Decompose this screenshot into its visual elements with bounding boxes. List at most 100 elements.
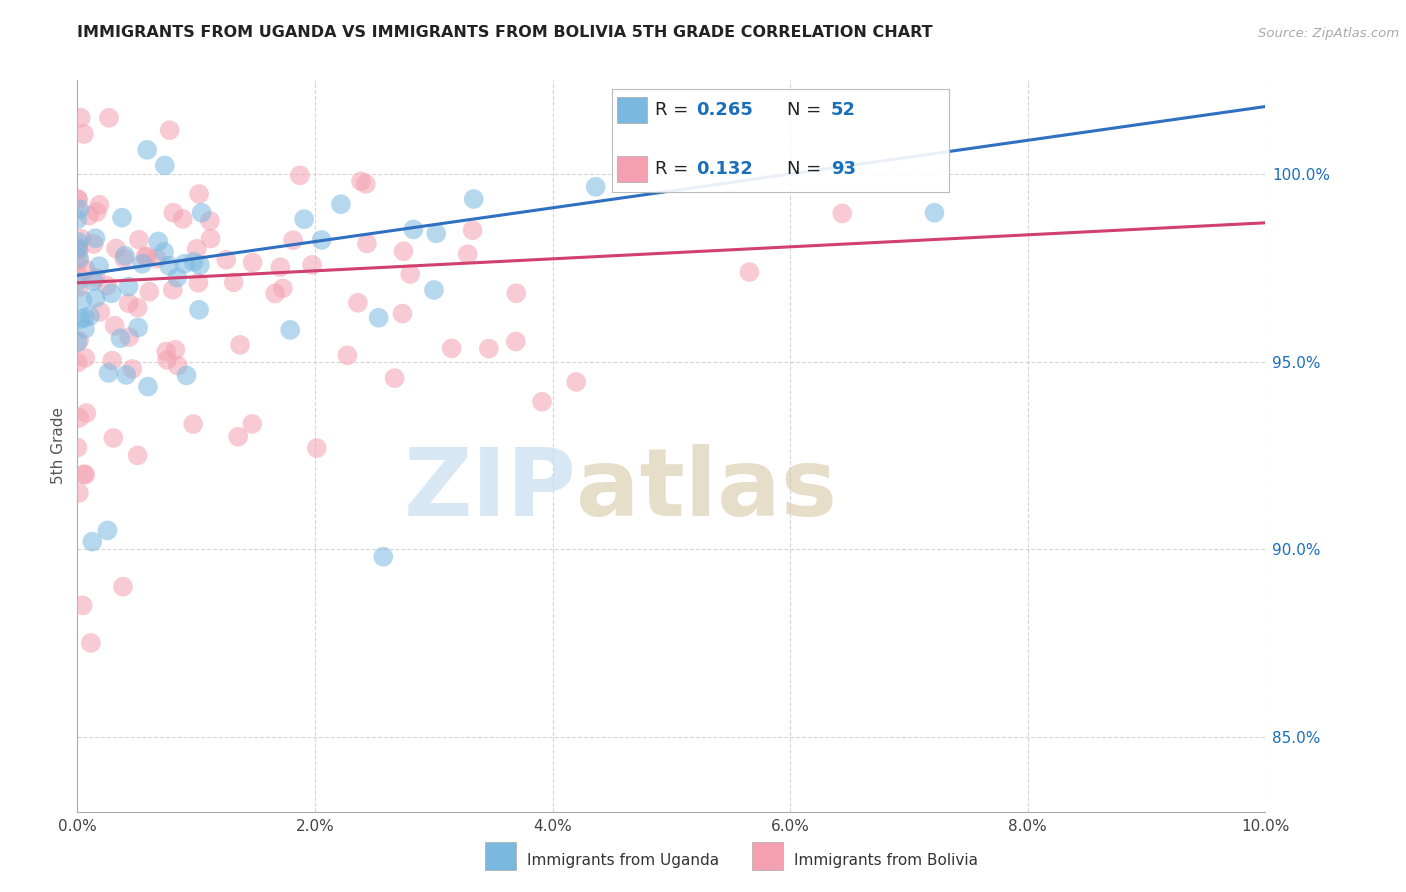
Point: [271, 281, 294, 295]
Point: [283, 233, 305, 247]
Text: N =: N =: [787, 160, 827, 178]
Point: [347, 295, 370, 310]
Text: ZIP: ZIP: [404, 444, 576, 536]
Point: [176, 368, 198, 383]
Point: [165, 343, 187, 357]
Point: [461, 223, 484, 237]
Point: [89, 305, 111, 319]
Point: [89, 259, 111, 273]
Text: Immigrants from Bolivia: Immigrants from Bolivia: [794, 854, 979, 868]
Point: [73, 322, 96, 336]
Point: [391, 307, 413, 321]
Point: [183, 255, 205, 269]
Point: [96, 278, 118, 293]
Point: [531, 394, 554, 409]
Point: [117, 279, 139, 293]
Point: [127, 320, 149, 334]
Bar: [617, 156, 647, 181]
Point: [565, 375, 588, 389]
Point: [172, 211, 194, 226]
Bar: [617, 97, 647, 122]
Point: [84, 271, 107, 285]
Point: [66, 243, 89, 257]
Text: Immigrants from Uganda: Immigrants from Uganda: [527, 854, 720, 868]
Point: [585, 179, 607, 194]
Point: [73, 127, 96, 141]
Point: [127, 449, 149, 463]
Point: [118, 296, 141, 310]
Point: [75, 262, 97, 277]
Point: [399, 267, 422, 281]
Point: [75, 467, 97, 482]
Point: [73, 467, 96, 482]
Text: 0.132: 0.132: [696, 160, 752, 178]
Point: [463, 192, 485, 206]
Point: [356, 236, 378, 251]
Point: [173, 257, 195, 271]
Text: Source: ZipAtlas.com: Source: ZipAtlas.com: [1258, 27, 1399, 40]
Point: [67, 334, 90, 348]
Point: [162, 205, 184, 219]
Text: 52: 52: [831, 101, 856, 119]
Point: [188, 258, 211, 272]
Y-axis label: 5th Grade: 5th Grade: [51, 408, 66, 484]
Point: [457, 247, 479, 261]
Point: [103, 431, 125, 445]
Point: [166, 359, 188, 373]
Point: [200, 231, 222, 245]
Point: [131, 257, 153, 271]
Point: [440, 342, 463, 356]
Point: [738, 265, 761, 279]
Point: [118, 330, 141, 344]
Point: [373, 549, 395, 564]
Point: [66, 275, 89, 289]
Point: [84, 291, 107, 305]
Point: [79, 309, 101, 323]
Point: [82, 534, 104, 549]
Point: [155, 344, 177, 359]
Text: R =: R =: [655, 101, 695, 119]
Point: [240, 417, 263, 431]
Point: [612, 162, 634, 177]
Point: [134, 250, 156, 264]
Point: [80, 636, 103, 650]
Point: [128, 233, 150, 247]
Point: [75, 351, 97, 365]
Point: [72, 293, 94, 308]
Point: [924, 205, 946, 219]
Text: N =: N =: [787, 101, 827, 119]
Point: [67, 253, 90, 268]
Point: [831, 206, 853, 220]
Point: [153, 244, 176, 259]
Point: [83, 236, 105, 251]
Point: [67, 244, 90, 258]
Point: [67, 268, 90, 282]
Point: [121, 362, 143, 376]
Point: [67, 280, 90, 294]
Point: [115, 368, 138, 382]
Point: [186, 242, 208, 256]
Point: [425, 227, 447, 241]
Text: 93: 93: [831, 160, 856, 178]
Point: [305, 441, 328, 455]
Point: [278, 323, 301, 337]
Point: [188, 186, 211, 201]
Point: [136, 379, 159, 393]
Point: [66, 441, 89, 455]
Point: [75, 406, 97, 420]
Point: [198, 214, 221, 228]
Point: [350, 174, 373, 188]
Point: [70, 232, 93, 246]
Point: [181, 417, 204, 431]
Point: [67, 486, 90, 500]
Point: [69, 312, 91, 326]
Point: [292, 212, 315, 227]
Point: [69, 111, 91, 125]
Point: [187, 276, 209, 290]
Point: [329, 197, 352, 211]
Point: [67, 410, 90, 425]
Point: [156, 353, 179, 368]
Point: [105, 242, 128, 256]
Point: [264, 286, 287, 301]
Point: [72, 599, 94, 613]
